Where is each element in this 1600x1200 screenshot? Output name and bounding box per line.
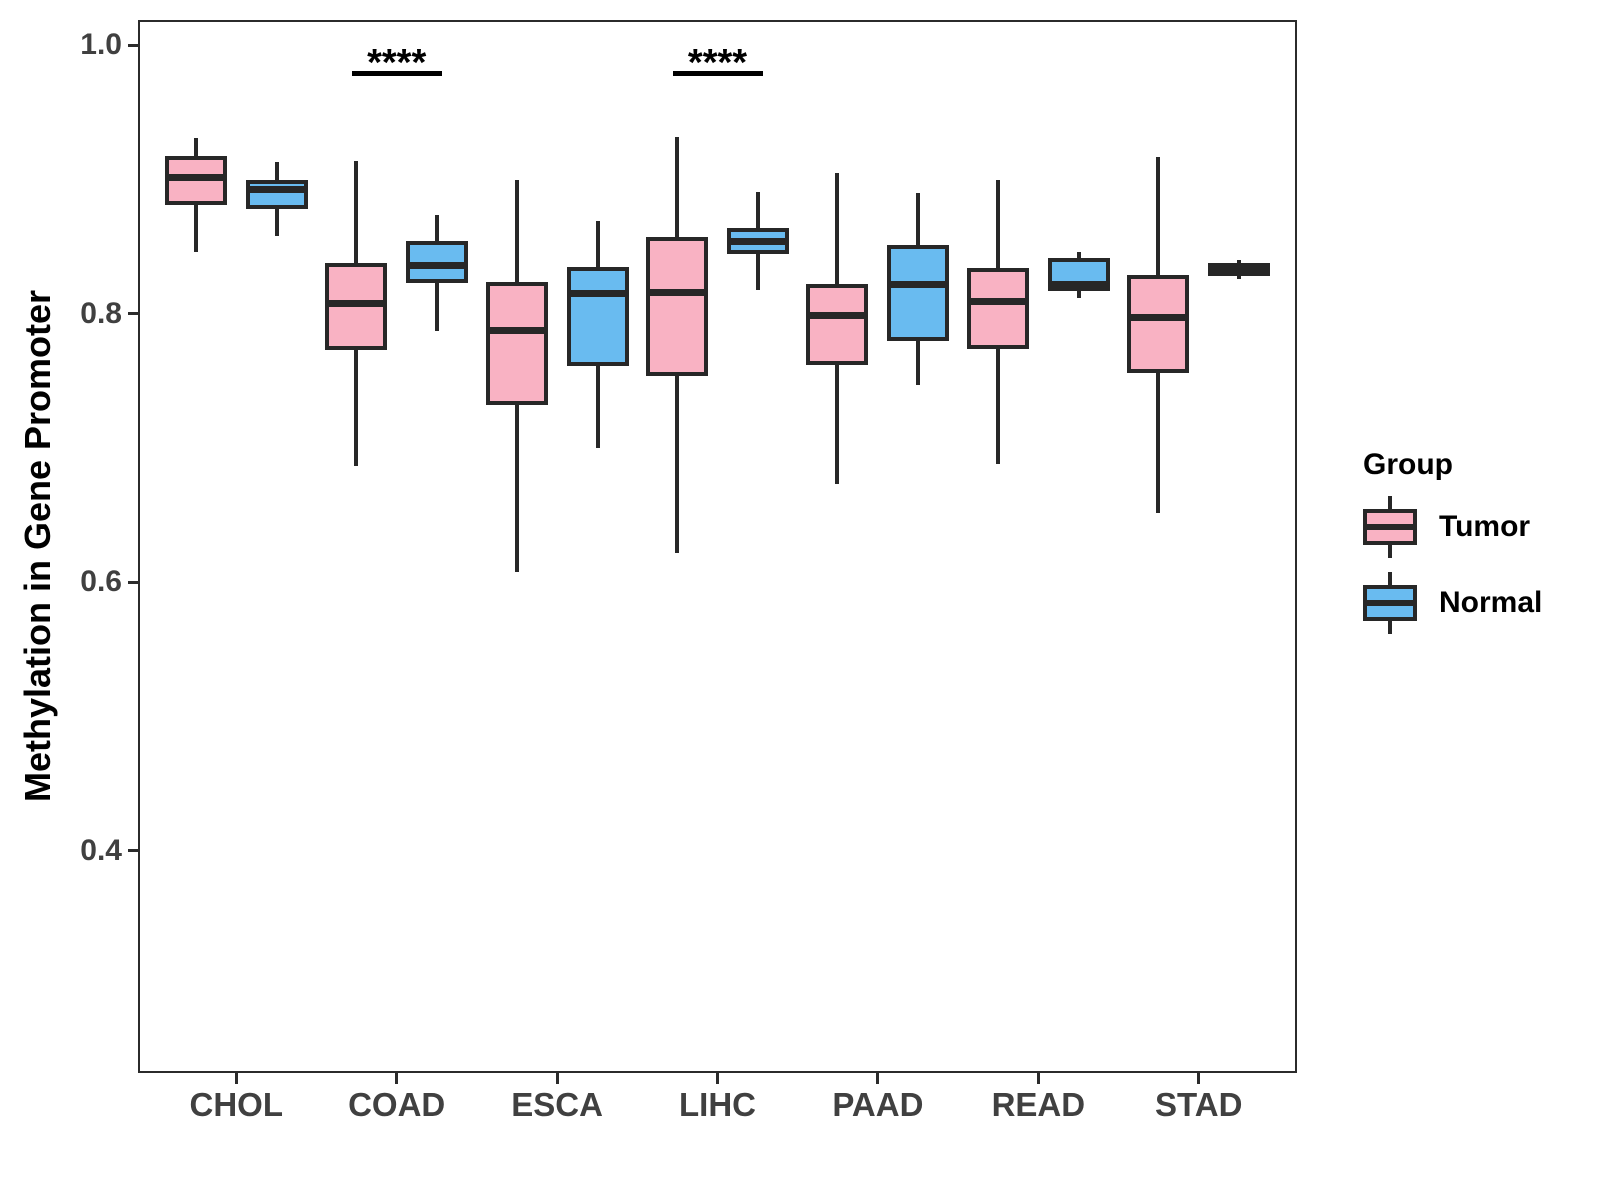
x-tick-mark-READ [1036, 1073, 1040, 1084]
legend-label-tumor: Tumor [1439, 510, 1531, 543]
x-tick-label-LIHC: LIHC [679, 1086, 756, 1123]
x-tick-label-COAD: COAD [348, 1086, 446, 1123]
median-STAD-normal [1212, 266, 1267, 274]
median-COAD-tumor [329, 299, 384, 307]
median-LIHC-normal [731, 237, 785, 245]
median-CHOL-tumor [168, 173, 223, 181]
plot-panel [138, 20, 1297, 1073]
x-tick-label-STAD: STAD [1155, 1086, 1243, 1123]
x-tick-mark-COAD [395, 1073, 399, 1084]
box-PAAD-tumor [806, 284, 869, 365]
y-axis-title: Methylation in Gene Promoter [17, 289, 58, 803]
normal-boxplot-glyph-icon [1363, 572, 1417, 634]
box-STAD-tumor [1127, 275, 1190, 373]
y-tick-label-1.0: 1.0 [80, 28, 122, 62]
median-READ-normal [1051, 280, 1106, 288]
x-tick-mark-LIHC [716, 1073, 719, 1084]
significance-bar-LIHC [672, 71, 763, 76]
y-tick-mark-0.8 [128, 312, 139, 316]
tumor-boxplot-glyph-icon [1363, 496, 1417, 558]
significance-bar-COAD [351, 71, 442, 76]
box-CHOL-normal [245, 179, 308, 210]
box-ESCA-tumor [485, 281, 548, 406]
x-tick-label-PAAD: PAAD [832, 1086, 924, 1123]
significance-stars-COAD: **** [367, 42, 427, 84]
legend: Group Tumor Normal [1363, 448, 1593, 634]
legend-label-normal: Normal [1439, 586, 1543, 619]
y-tick-mark-0.4 [128, 849, 139, 853]
x-tick-mark-CHOL [234, 1073, 238, 1084]
significance-stars-LIHC: **** [687, 42, 748, 84]
glyph-median [1367, 600, 1413, 606]
box-ESCA-normal [566, 266, 629, 367]
median-COAD-normal [410, 262, 465, 270]
median-LIHC-tumor [650, 288, 704, 296]
box-READ-tumor [966, 268, 1029, 349]
x-tick-label-READ: READ [991, 1086, 1086, 1123]
glyph-median [1367, 524, 1413, 530]
legend-item-tumor: Tumor [1363, 496, 1593, 558]
y-tick-label-0.6: 0.6 [80, 565, 122, 599]
median-STAD-tumor [1131, 314, 1186, 322]
y-tick-label-0.4: 0.4 [80, 833, 122, 867]
median-CHOL-normal [249, 185, 304, 193]
box-LIHC-tumor [646, 237, 708, 376]
median-PAAD-normal [891, 280, 946, 288]
box-PAAD-normal [887, 245, 950, 341]
y-tick-mark-0.6 [128, 580, 139, 584]
legend-title: Group [1363, 448, 1453, 481]
x-tick-mark-STAD [1197, 1073, 1201, 1084]
legend-item-normal: Normal [1363, 572, 1593, 634]
median-ESCA-normal [570, 290, 625, 298]
x-tick-label-CHOL: CHOL [189, 1086, 284, 1123]
y-tick-label-0.8: 0.8 [80, 296, 122, 330]
y-tick-mark-1.0 [128, 43, 139, 47]
glyph-box [1363, 585, 1417, 621]
x-tick-mark-ESCA [555, 1073, 559, 1084]
glyph-box [1363, 509, 1417, 545]
x-tick-label-ESCA: ESCA [511, 1086, 603, 1123]
median-ESCA-tumor [489, 326, 544, 334]
x-tick-mark-PAAD [876, 1073, 880, 1084]
median-PAAD-tumor [810, 311, 865, 319]
median-READ-tumor [970, 298, 1025, 306]
